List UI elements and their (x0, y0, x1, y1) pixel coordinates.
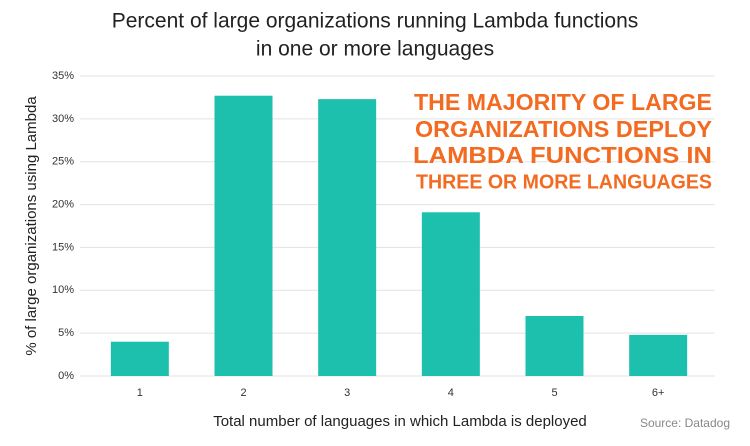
x-tick-label: 5 (551, 387, 557, 399)
y-tick-label: 35% (52, 70, 74, 82)
bar (110, 341, 169, 376)
y-tick-label: 30% (52, 113, 74, 125)
x-tick-label: 3 (344, 387, 350, 399)
x-tick-label: 2 (240, 387, 246, 399)
annotation: LAMBDA FUNCTIONS IN (413, 142, 712, 168)
chart-title: Percent of large organizations running L… (112, 10, 639, 33)
y-tick-label: 20% (52, 198, 74, 210)
y-tick-label: 0% (58, 370, 74, 382)
chart-title: in one or more languages (256, 38, 494, 61)
y-tick-label: 5% (58, 327, 74, 339)
bar (318, 99, 377, 377)
annotation: ORGANIZATIONS DEPLOY (415, 116, 712, 142)
y-tick-label: 10% (52, 284, 74, 296)
x-axis-label: Total number of languages in which Lambd… (213, 413, 587, 430)
source: Source: Datadog (640, 416, 730, 430)
bar (214, 95, 273, 376)
annotation: THREE OR MORE LANGUAGES (416, 171, 712, 193)
bar (629, 334, 688, 376)
y-axis-label: % of large organizations using Lambda (23, 96, 40, 356)
bar (421, 212, 480, 376)
x-tick-label: 6+ (652, 387, 665, 399)
x-tick-label: 1 (137, 387, 143, 399)
x-tick-label: 4 (448, 387, 454, 399)
annotation: THE MAJORITY OF LARGE (414, 89, 712, 115)
y-tick-label: 15% (52, 241, 74, 253)
y-tick-label: 25% (52, 156, 74, 168)
bar (525, 316, 584, 376)
